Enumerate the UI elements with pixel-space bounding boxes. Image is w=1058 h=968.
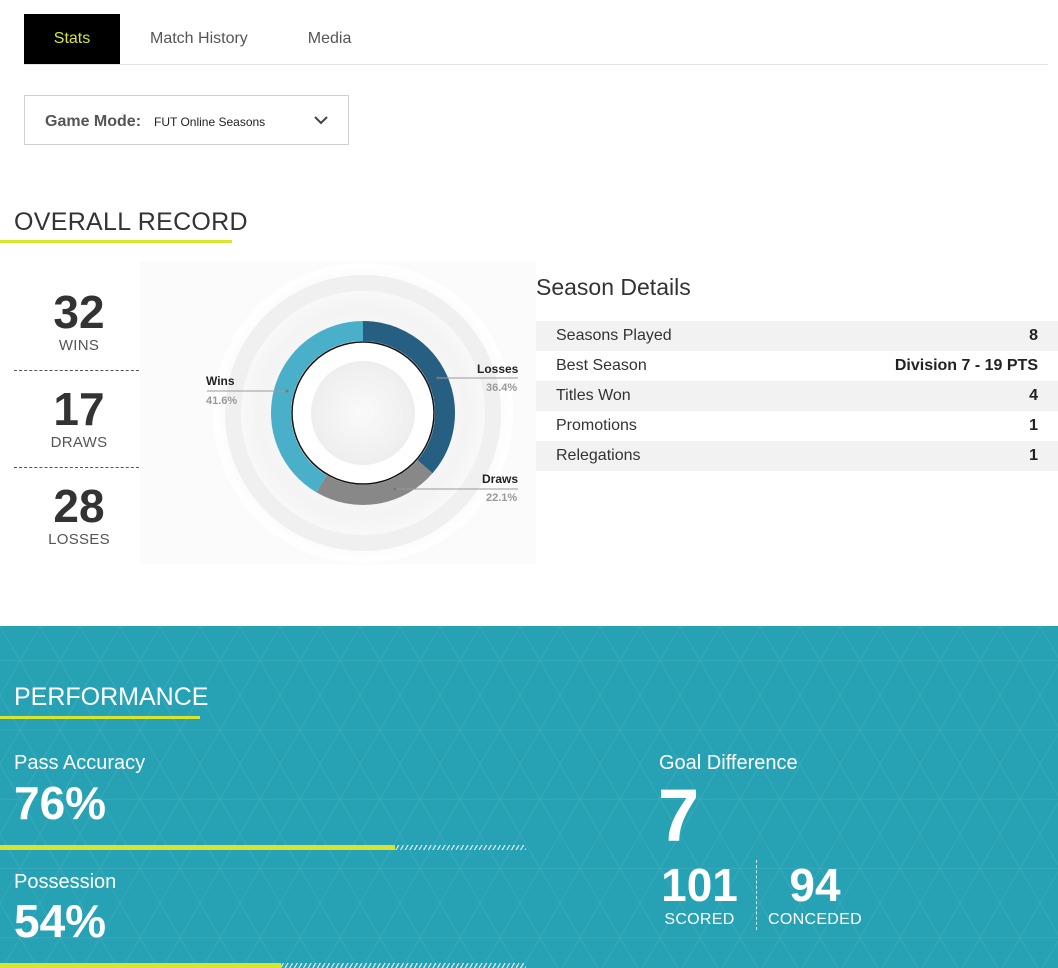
goals-conceded-value: 94 — [789, 859, 841, 911]
title-underline — [0, 240, 232, 243]
losses-label: LOSSES — [48, 531, 110, 548]
season-details-title: Season Details — [536, 274, 691, 300]
draws-label: DRAWS — [50, 434, 108, 451]
row-value: 8 — [1029, 327, 1038, 344]
wins-value: 32 — [53, 286, 105, 338]
tab-bar: Stats Match History Media — [24, 14, 1048, 65]
table-row: Seasons Played 8 — [536, 321, 1058, 351]
possession-value: 54% — [14, 895, 107, 947]
table-row: Titles Won 4 — [536, 381, 1058, 411]
goal-difference-label: Goal Difference — [659, 752, 798, 774]
wins-leader-dot — [285, 389, 289, 393]
pass-accuracy-value: 76% — [14, 777, 107, 829]
row-label: Best Season — [556, 357, 647, 374]
game-mode-select[interactable]: Game Mode: FUT Online Seasons — [24, 95, 349, 145]
row-label: Titles Won — [556, 387, 631, 404]
game-mode-value: FUT Online Seasons — [154, 115, 266, 129]
donut-segment-draws — [316, 459, 433, 505]
goal-difference-value: 7 — [658, 774, 700, 857]
wins-label: WINS — [58, 337, 100, 354]
bar-fill — [0, 845, 395, 850]
goals-conceded: 94 CONCEDED — [765, 860, 865, 930]
donut-svg — [140, 262, 536, 564]
outer-ring — [225, 275, 501, 551]
background-pattern — [0, 626, 1058, 968]
losses-value: 28 — [53, 480, 105, 532]
row-value: 4 — [1029, 387, 1038, 404]
divider — [756, 860, 757, 930]
donut-center — [311, 361, 415, 465]
row-value: 1 — [1029, 417, 1038, 434]
tab-match-history[interactable]: Match History — [150, 30, 248, 47]
draws-leader-dot — [393, 487, 397, 491]
donut-label-draws: Draws — [482, 472, 519, 486]
donut-label-wins: Wins — [206, 374, 235, 388]
row-value: Division 7 - 19 PTS — [894, 357, 1038, 374]
table-row: Best Season Division 7 - 19 PTS — [536, 351, 1058, 381]
bar-remainder — [281, 963, 526, 968]
game-mode-label: Game Mode: — [45, 113, 142, 130]
donut-pct-losses: 36.4% — [486, 382, 518, 394]
goals-conceded-label: CONCEDED — [768, 911, 862, 928]
goals-scored-label: SCORED — [664, 911, 735, 928]
possession-label: Possession — [14, 871, 117, 893]
goals-scored: 101 SCORED — [652, 860, 747, 930]
draws-stat: 17 DRAWS — [14, 384, 144, 452]
divider — [14, 467, 144, 468]
possession-bar — [0, 963, 526, 968]
bar-remainder — [395, 845, 526, 850]
season-details-table: Seasons Played 8 Best Season Division 7 … — [536, 321, 1058, 471]
losses-stat: 28 LOSSES — [14, 481, 144, 549]
losses-leader-dot — [436, 376, 440, 380]
donut-pct-draws: 22.1% — [486, 492, 518, 504]
chevron-down-icon — [314, 116, 328, 125]
bar-fill — [0, 963, 281, 968]
performance-title: PERFORMANCE — [14, 683, 209, 711]
row-value: 1 — [1029, 447, 1038, 464]
tab-media[interactable]: Media — [307, 30, 352, 47]
pass-accuracy-bar — [0, 845, 526, 850]
performance-panel: PERFORMANCE Pass Accuracy 76% Possession… — [0, 626, 1058, 968]
overall-record-title: OVERALL RECORD — [14, 208, 248, 236]
donut-label-losses: Losses — [477, 362, 519, 376]
table-row: Promotions 1 — [536, 411, 1058, 441]
row-label: Promotions — [556, 417, 637, 434]
table-row: Relegations 1 — [536, 441, 1058, 471]
row-label: Seasons Played — [556, 327, 672, 344]
row-label: Relegations — [556, 447, 641, 464]
wins-stat: 32 WINS — [14, 287, 144, 355]
donut-pct-wins: 41.6% — [206, 395, 238, 407]
record-donut-chart: Wins 41.6% Losses 36.4% Draws 22.1% — [140, 262, 536, 564]
title-underline — [0, 716, 200, 719]
donut-segment-wins — [271, 321, 364, 493]
divider — [14, 370, 144, 371]
pass-accuracy-label: Pass Accuracy — [14, 752, 146, 774]
draws-value: 17 — [53, 383, 105, 435]
tab-stats[interactable]: Stats — [24, 14, 120, 64]
goals-scored-value: 101 — [661, 859, 738, 911]
